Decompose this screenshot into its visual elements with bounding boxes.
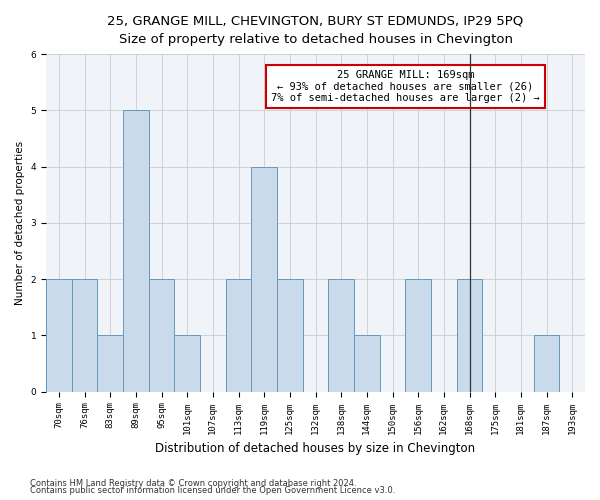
- Bar: [71, 279, 97, 392]
- Bar: [226, 279, 251, 392]
- Bar: [406, 279, 431, 392]
- Bar: [277, 279, 302, 392]
- Y-axis label: Number of detached properties: Number of detached properties: [15, 141, 25, 305]
- Bar: [97, 336, 123, 392]
- Bar: [149, 279, 175, 392]
- Bar: [328, 279, 354, 392]
- Bar: [533, 336, 559, 392]
- Text: 25 GRANGE MILL: 169sqm
← 93% of detached houses are smaller (26)
7% of semi-deta: 25 GRANGE MILL: 169sqm ← 93% of detached…: [271, 70, 540, 103]
- X-axis label: Distribution of detached houses by size in Chevington: Distribution of detached houses by size …: [155, 442, 476, 455]
- Title: 25, GRANGE MILL, CHEVINGTON, BURY ST EDMUNDS, IP29 5PQ
Size of property relative: 25, GRANGE MILL, CHEVINGTON, BURY ST EDM…: [107, 15, 524, 46]
- Text: Contains HM Land Registry data © Crown copyright and database right 2024.: Contains HM Land Registry data © Crown c…: [30, 478, 356, 488]
- Bar: [123, 110, 149, 392]
- Bar: [354, 336, 380, 392]
- Bar: [457, 279, 482, 392]
- Bar: [251, 166, 277, 392]
- Bar: [175, 336, 200, 392]
- Text: Contains public sector information licensed under the Open Government Licence v3: Contains public sector information licen…: [30, 486, 395, 495]
- Bar: [46, 279, 71, 392]
